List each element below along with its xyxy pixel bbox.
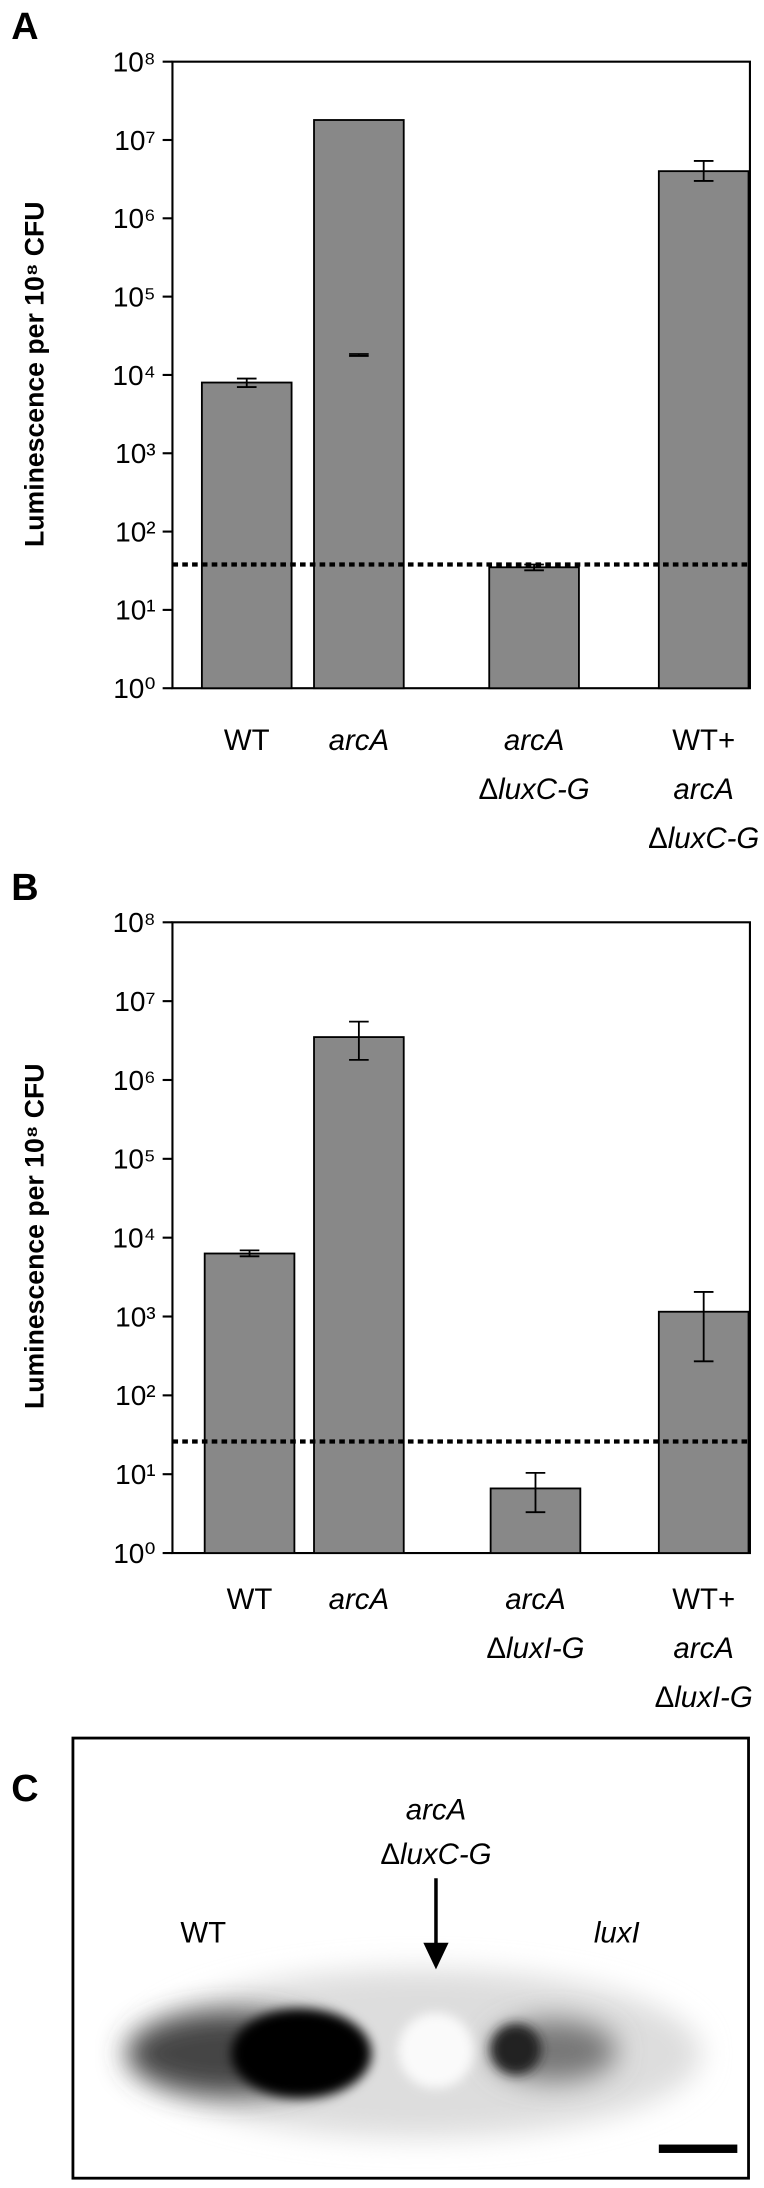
y-axis-label: Luminescence per 10⁸ CFU xyxy=(19,201,49,547)
x-tick-label: ΔluxC-G xyxy=(648,822,759,855)
panel-label: C xyxy=(11,1768,38,1810)
luxi-colony xyxy=(490,2024,542,2075)
y-tick-label: 10¹ xyxy=(115,595,155,626)
y-tick-label: 10⁶ xyxy=(113,1065,156,1096)
x-tick-label: arcA xyxy=(329,1583,390,1616)
y-tick-label: 10⁶ xyxy=(113,203,156,234)
plot-frame xyxy=(171,921,751,1555)
arrow-head xyxy=(423,1942,449,1970)
x-tick-label: WT xyxy=(227,1583,273,1616)
image-label: luxI xyxy=(594,1917,640,1950)
y-tick-label: 10² xyxy=(115,1380,155,1411)
plot-frame xyxy=(171,60,751,690)
wt-colony xyxy=(231,2008,372,2099)
y-tick-label: 10¹ xyxy=(115,1459,155,1490)
x-tick-label: WT+ xyxy=(672,1583,735,1616)
x-tick-label: ΔluxC-G xyxy=(478,773,589,806)
x-tick-label: ΔluxI-G xyxy=(655,1681,753,1714)
x-tick-label: arcA xyxy=(504,724,565,757)
y-tick-label: 10³ xyxy=(115,438,155,469)
x-tick-label: arcA xyxy=(505,1583,566,1616)
panel-label: B xyxy=(11,867,38,909)
y-tick-label: 10⁴ xyxy=(112,360,155,391)
y-tick-label: 10⁴ xyxy=(112,1222,155,1253)
x-tick-label: arcA xyxy=(673,1632,734,1665)
y-tick-label: 10⁰ xyxy=(113,673,155,704)
y-tick-label: 10⁸ xyxy=(113,907,156,938)
bar xyxy=(657,170,750,690)
bar xyxy=(313,1036,405,1554)
y-tick-label: 10⁷ xyxy=(114,986,155,1017)
y-tick-label: 10² xyxy=(115,516,155,547)
x-tick-label: arcA xyxy=(329,724,390,757)
y-tick-label: 10⁷ xyxy=(114,125,155,156)
image-label: arcA xyxy=(406,1793,467,1826)
y-tick-label: 10⁸ xyxy=(113,46,156,77)
bar xyxy=(313,119,405,690)
y-axis-label: Luminescence per 10⁸ CFU xyxy=(19,1064,49,1410)
image-label: ΔluxC-G xyxy=(380,1838,491,1871)
y-tick-label: 10⁰ xyxy=(113,1538,155,1569)
x-tick-label: WT+ xyxy=(672,724,735,757)
bar xyxy=(203,1252,296,1554)
y-tick-label: 10⁵ xyxy=(113,281,156,312)
arca-colony xyxy=(398,2012,474,2089)
image-label: WT xyxy=(180,1917,226,1950)
bar xyxy=(488,566,580,690)
scale-bar xyxy=(658,2144,738,2153)
bar xyxy=(200,381,293,690)
x-tick-label: ΔluxI-G xyxy=(486,1632,584,1665)
panel-label: A xyxy=(11,6,38,48)
y-tick-label: 10³ xyxy=(115,1301,155,1332)
x-tick-label: WT xyxy=(224,724,270,757)
y-tick-label: 10⁵ xyxy=(113,1144,156,1175)
x-tick-label: arcA xyxy=(673,773,734,806)
panel-c-image xyxy=(71,1736,750,2180)
